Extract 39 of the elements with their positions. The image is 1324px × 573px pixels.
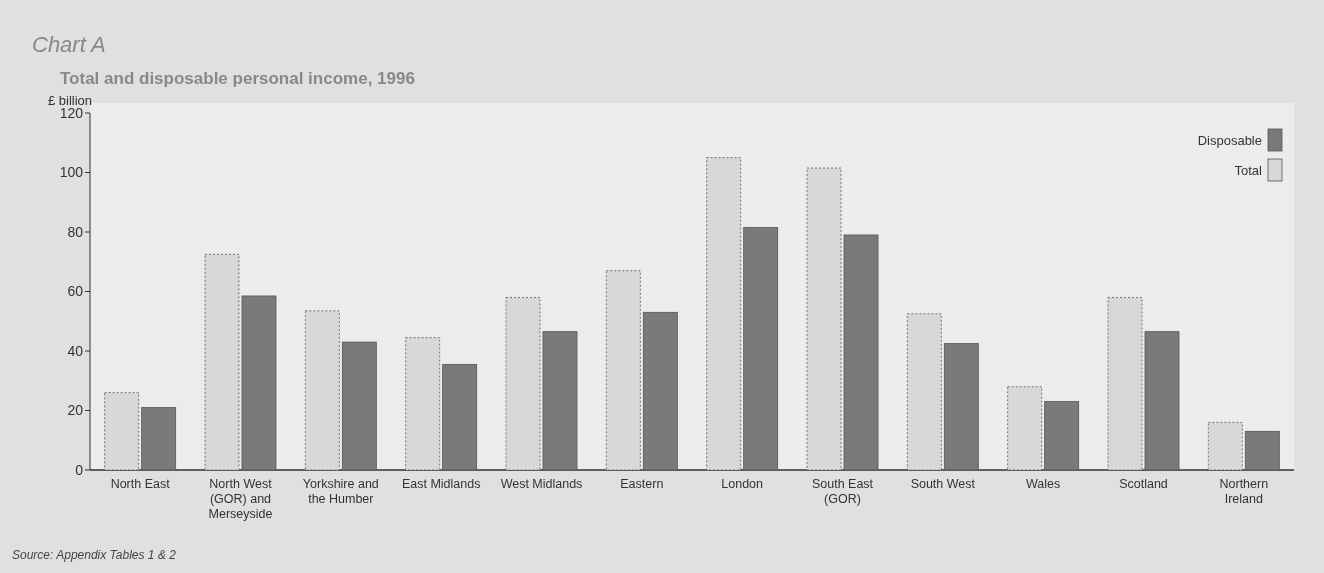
x-tick-label: West Midlands: [500, 477, 583, 491]
bar: [405, 337, 441, 471]
y-tick-label: 80: [67, 223, 84, 240]
bar: [442, 363, 478, 471]
y-tick-label: 100: [59, 164, 84, 181]
bar: [605, 270, 641, 471]
x-tick-label: South East (GOR): [811, 477, 874, 506]
bar: [1244, 430, 1280, 471]
chart-subtitle: Total and disposable personal income, 1996: [60, 69, 415, 88]
x-tick-label: North West (GOR) and Merseyside: [208, 477, 273, 521]
y-tick-label: 60: [67, 283, 84, 300]
x-tick-label: Northern Ireland: [1219, 477, 1269, 506]
bar: [141, 407, 177, 471]
x-tick-label: East Midlands: [401, 477, 481, 491]
bar: [304, 310, 340, 471]
x-tick-label: South West: [910, 477, 976, 491]
bar: [943, 343, 979, 471]
bar: [104, 392, 140, 471]
bar: [1007, 386, 1043, 471]
x-tick-label: Eastern: [620, 477, 664, 491]
bar: [1044, 401, 1080, 471]
x-tick-label: London: [721, 477, 764, 491]
chart-title: Chart A: [32, 32, 106, 57]
bar: [906, 313, 942, 471]
y-tick-label: 20: [67, 402, 84, 419]
bar: [1207, 422, 1243, 471]
bar: [743, 227, 779, 471]
x-tick-label: Scotland: [1119, 477, 1168, 491]
x-tick-label: Wales: [1026, 477, 1061, 491]
legend-label: Disposable: [1197, 132, 1262, 148]
x-tick-label: Yorkshire and the Humber: [302, 477, 379, 506]
source-note: Source: Appendix Tables 1 & 2: [12, 548, 177, 562]
x-tick-label: North East: [110, 477, 171, 491]
bar: [642, 311, 678, 471]
legend-label: Total: [1234, 162, 1263, 178]
bar: [706, 157, 742, 471]
y-tick-label: 40: [67, 342, 84, 359]
y-tick-label: 0: [75, 461, 84, 478]
bar: [341, 341, 377, 471]
